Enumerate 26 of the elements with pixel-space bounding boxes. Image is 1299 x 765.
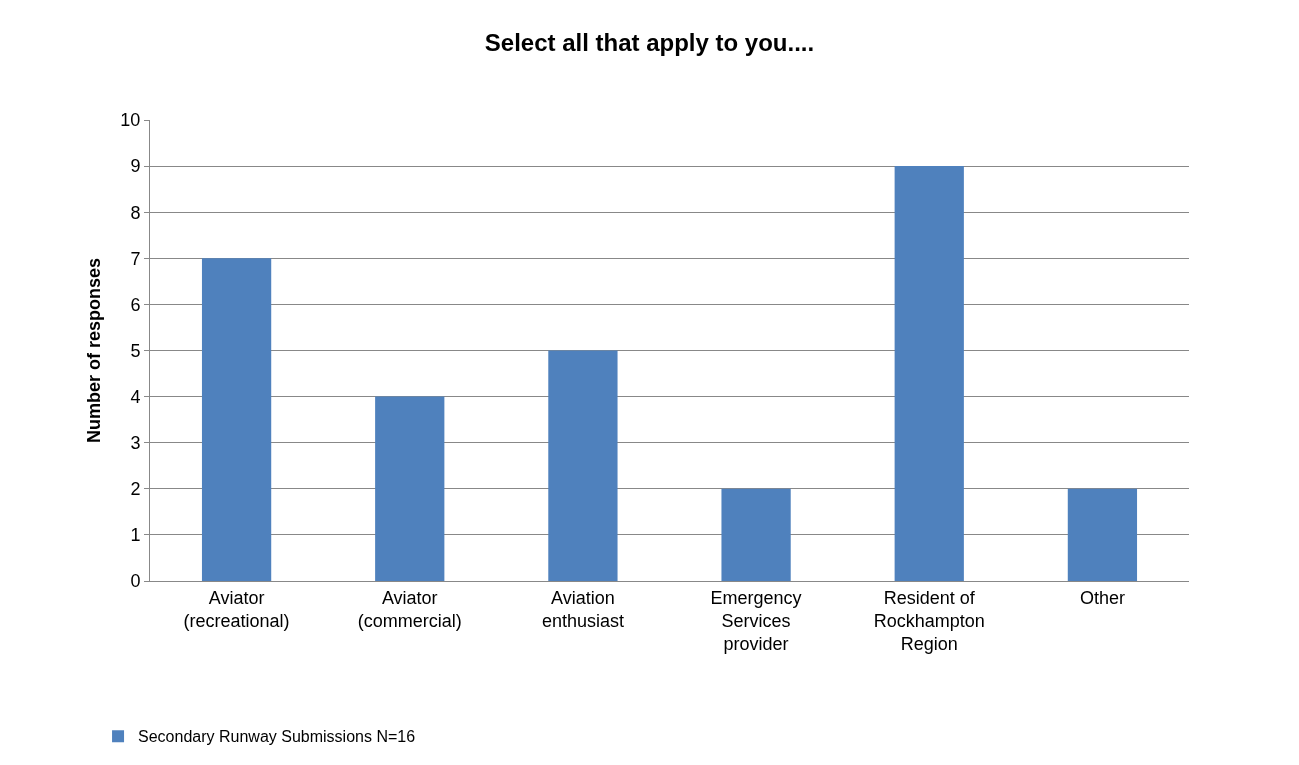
y-tick-label: 1: [130, 525, 141, 546]
y-tick-label: 2: [130, 479, 141, 500]
y-tick-label: 8: [130, 202, 141, 223]
bar: [1067, 488, 1138, 581]
x-tick-label: Other: [1079, 587, 1125, 608]
y-tick-label: 9: [130, 156, 141, 177]
bar: [894, 166, 964, 581]
y-axis-title: Number of responses: [83, 257, 104, 444]
bar: [721, 488, 791, 581]
y-tick-label: 0: [130, 571, 141, 592]
bar: [375, 396, 445, 581]
y-tick-label: 4: [130, 386, 141, 407]
y-tick-label: 10: [120, 110, 141, 131]
x-tick-label: Emergency Services provider: [710, 587, 802, 655]
chart-title: Select all that apply to you....: [484, 29, 815, 57]
legend-label: Secondary Runway Submissions N=16: [138, 728, 416, 746]
y-tick-label: 3: [130, 433, 141, 453]
x-tick-label: Aviator (commercial): [357, 587, 462, 631]
x-tick-label: Aviation enthusiast: [541, 587, 624, 631]
y-tick-label: 5: [130, 340, 141, 361]
bar: [548, 350, 618, 581]
x-tick-label: Resident of Rockhampton Region: [873, 587, 985, 655]
y-tick-label: 7: [130, 248, 141, 269]
x-tick-label: Aviator (recreational): [183, 587, 290, 631]
bar: [201, 258, 272, 581]
y-tick-label: 6: [130, 294, 141, 315]
